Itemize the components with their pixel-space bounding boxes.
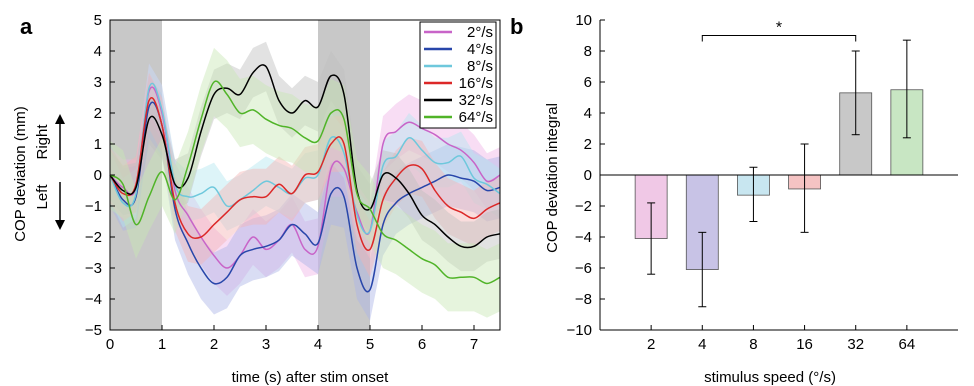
x-tick-label: 4 [314,336,322,353]
legend-label-3: 16°/s [459,75,493,92]
panel-a-label: a [20,14,33,39]
bar-x-tick-label: 8 [749,336,757,353]
x-tick-label: 7 [470,336,478,353]
line-series-0 [109,86,501,269]
y-tick-label: −1 [85,198,102,215]
shaded-interval-1 [318,20,370,330]
significance-line [701,35,857,42]
bar-y-tick-label: 2 [584,136,592,153]
line-chart-panel: 0 1 2 3 4 5 6 7 −5 −4 −3 −2 −1 0 1 2 3 4 5 time (s) after … [12,12,501,386]
x-tick-label: 2 [210,336,218,353]
legend-box [419,21,497,129]
y-tick-label: −3 [85,260,102,277]
bar-y-tick-label: −10 [567,322,592,339]
legend-label-1: 4°/s [467,41,493,58]
bar-y-tick-label: 4 [584,105,592,122]
bar-y-tick-label: 0 [584,167,592,184]
significance-star: * [776,20,782,37]
direction-label-right: Right [34,124,51,160]
band-series-2 [110,63,500,256]
bar-y-tick-label: 10 [575,12,592,29]
bar-chart-y-label: COP deviation integral [544,103,561,253]
band-series-5 [110,47,500,318]
line-series-2 [109,82,501,235]
y-tick-label: 2 [94,105,102,122]
legend: 2°/s4°/s8°/s16°/s32°/s64°/s [419,21,497,129]
bar-y-tick-label: −4 [575,229,592,246]
stimulus-shaded-intervals [110,20,370,330]
line-series-5 [109,80,501,285]
line-series-1 [109,101,501,293]
y-tick-label: −5 [85,322,102,339]
bar-x-tick-label: 32 [847,336,864,353]
shaded-interval-0 [110,20,162,330]
bar-y-tick-label: 6 [584,74,592,91]
x-tick-label: 6 [418,336,426,353]
y-tick-label: 0 [94,167,102,184]
y-tick-label: 4 [94,43,102,60]
line-chart-y-label: COP deviation (mm) [12,106,29,242]
y-tick-label: 1 [94,136,102,153]
bar-chart-panel: −10 −8 −6 −4 −2 0 2 4 6 8 10 2 4 8 16 32 64 * stimulus s… [544,12,958,386]
direction-arrow-up [55,114,65,160]
bar-chart-x-label: stimulus speed (°/s) [704,369,836,386]
bar-y-tick-label: −2 [575,198,592,215]
bar-x-tick-label: 64 [899,336,916,353]
bar-y-tick-label: −6 [575,260,592,277]
legend-label-5: 64°/s [459,109,493,126]
series-lines [109,64,501,293]
line-chart-ticks: 0 1 2 3 4 5 6 7 −5 −4 −3 −2 −1 0 1 2 3 4 5 [85,12,478,353]
bar-chart-axes [599,20,958,331]
legend-label-4: 32°/s [459,92,493,109]
y-tick-label: −2 [85,229,102,246]
direction-arrow-down [55,182,65,230]
bar-x-tick-label: 4 [698,336,706,353]
y-tick-label: 5 [94,12,102,29]
bar-y-tick-label: −8 [575,291,592,308]
y-tick-label: −4 [85,291,102,308]
bars [634,89,924,270]
line-series-4 [109,64,501,249]
legend-label-2: 8°/s [467,58,493,75]
direction-label-left: Left [34,184,51,210]
x-tick-label: 1 [158,336,166,353]
x-tick-label: 0 [106,336,114,353]
line-chart-x-label: time (s) after stim onset [232,369,390,386]
y-tick-label: 3 [94,74,102,91]
line-series-3 [109,97,501,251]
bar-x-tick-label: 16 [796,336,813,353]
bar-chart-ticks: −10 −8 −6 −4 −2 0 2 4 6 8 10 2 4 8 16 32 64 [567,12,916,353]
error-bars [647,39,911,308]
legend-label-0: 2°/s [467,24,493,41]
bar-y-tick-label: 8 [584,43,592,60]
panel-b-label: b [510,14,523,39]
x-tick-label: 5 [366,336,374,353]
x-tick-label: 3 [262,336,270,353]
band-series-1 [110,75,500,321]
bar-x-tick-label: 2 [647,336,655,353]
significance-bracket: * [701,20,857,42]
band-series-0 [110,63,500,296]
